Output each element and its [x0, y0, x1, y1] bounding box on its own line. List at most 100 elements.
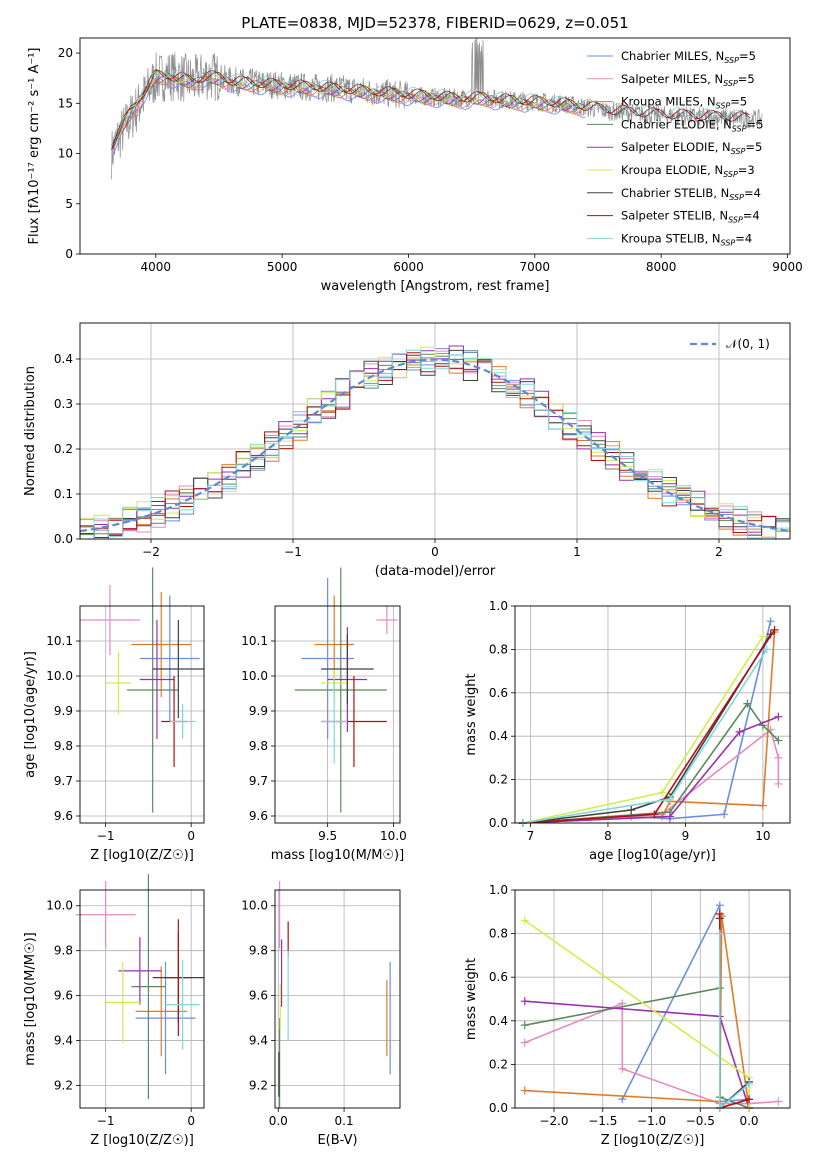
y-tick-label: 0.0 — [54, 532, 73, 546]
weight-marker — [774, 712, 783, 721]
y-tick-label: 0.4 — [54, 352, 73, 366]
weight-marker — [774, 1097, 783, 1106]
axes-frame — [79, 889, 205, 1109]
axes-frame — [79, 37, 791, 255]
x-tick-label: 7 — [527, 829, 535, 843]
y-tick-label: 0.4 — [489, 729, 508, 743]
legend-label: Kroupa STELIB, NSSP=4 — [621, 231, 752, 247]
figure-title: PLATE=0838, MJD=52378, FIBERID=0629, z=0… — [241, 14, 628, 32]
y-tick-label: 9.4 — [54, 1034, 73, 1048]
x-tick-label: 8000 — [646, 260, 677, 274]
y-tick-label: 15 — [58, 96, 73, 110]
weight-marker — [745, 1080, 754, 1089]
y-axis-label: mass [log10(M/M☉)] — [23, 932, 38, 1065]
y-axis-label: Flux [fλ10⁻¹⁷ erg cm⁻² s⁻¹ A⁻¹] — [27, 48, 42, 245]
model-spectrum-5 — [111, 71, 586, 148]
x-tick-label: 0 — [187, 1114, 195, 1128]
y-tick-label: 0.2 — [54, 442, 73, 456]
legend-label: Chabrier ELODIE, NSSP=5 — [621, 117, 763, 133]
x-axis-label: mass [log10(M/M☉)] — [271, 848, 404, 863]
legend-label: Salpeter STELIB, NSSP=4 — [621, 209, 760, 225]
y-tick-label: 0.1 — [54, 487, 73, 501]
x-tick-label: −1 — [284, 545, 302, 559]
y-tick-label: 0.4 — [489, 1014, 508, 1028]
x-tick-label: 0 — [431, 545, 439, 559]
x-axis-label: Z [log10(Z/Z☉)] — [601, 1133, 705, 1148]
spectrum-lines — [111, 38, 763, 180]
legend-label: Salpeter MILES, NSSP=5 — [621, 72, 755, 88]
x-tick-label: 0.0 — [739, 1114, 758, 1128]
weight-marker — [720, 810, 729, 819]
weight-marker — [618, 1064, 627, 1073]
y-axis-label: mass weight — [464, 958, 479, 1040]
y-tick-label: 0.0 — [489, 1101, 508, 1115]
x-tick-label: 9.5 — [318, 829, 337, 843]
y-tick-label: 10.0 — [46, 669, 73, 683]
x-tick-label: −2.0 — [539, 1114, 568, 1128]
y-tick-label: 0.0 — [489, 816, 508, 830]
weight-marker — [520, 997, 529, 1006]
weight-marker — [520, 1038, 529, 1047]
y-tick-label: 9.9 — [249, 704, 268, 718]
x-axis-label: Z [log10(Z/Z☉)] — [90, 1133, 194, 1148]
y-tick-label: 9.8 — [249, 739, 268, 753]
weight-marker — [774, 736, 783, 745]
weight-vs-age-panel: 7 8 9 10 0.0 0.2 0.4 0.6 0.8 1.0 age [log10(age/yr… — [464, 599, 791, 863]
x-tick-label: 9000 — [772, 260, 803, 274]
weight-marker — [735, 727, 744, 736]
x-tick-label: 2 — [715, 545, 723, 559]
y-tick-label: 0.6 — [489, 970, 508, 984]
axes-frame — [79, 605, 205, 824]
y-tick-label: 9.8 — [54, 739, 73, 753]
y-tick-label: 0.3 — [54, 397, 73, 411]
x-tick-label: 8 — [604, 829, 612, 843]
x-tick-label: 10 — [755, 829, 770, 843]
weight-marker — [774, 753, 783, 762]
x-tick-label: 9 — [682, 829, 690, 843]
weight-marker — [715, 901, 724, 910]
y-tick-label: 1.0 — [489, 883, 508, 897]
x-axis-label: age [log10(age/yr)] — [589, 848, 716, 863]
y-tick-label: 0.2 — [489, 773, 508, 787]
x-axis-label: Z [log10(Z/Z☉)] — [90, 848, 194, 863]
y-tick-label: 9.4 — [249, 1034, 268, 1048]
weight-marker — [627, 805, 636, 814]
y-tick-label: 0 — [65, 247, 73, 261]
x-axis-label: E(B-V) — [317, 1133, 357, 1148]
weight-line-6 — [522, 633, 772, 824]
weight-marker — [650, 810, 659, 819]
legend-label: Kroupa ELODIE, NSSP=3 — [621, 163, 755, 179]
x-tick-label: 5000 — [267, 260, 298, 274]
residuals-panel: −2 −1 0 1 2 0.0 0.1 0.2 0.3 0.4 (data-model)/error… — [23, 322, 791, 579]
legend-label: Kroupa MILES, NSSP=5 — [621, 95, 747, 111]
x-tick-label: 0 — [187, 829, 195, 843]
y-tick-label: 9.6 — [54, 989, 73, 1003]
weight-marker — [520, 916, 529, 925]
x-tick-label: 4000 — [141, 260, 172, 274]
axes-frame — [514, 889, 791, 1109]
weight-marker — [774, 779, 783, 788]
weight-marker — [745, 1095, 754, 1104]
observed-spectrum — [111, 38, 763, 180]
normal-curve — [80, 358, 790, 533]
age-vs-z-panel: −1 0 9.6 9.7 9.8 9.9 10.0 10.1 Z [log10(Z/Z☉)] ag… — [23, 567, 205, 863]
weight-line-2 — [524, 916, 750, 1109]
y-tick-label: 5 — [65, 197, 73, 211]
weight-marker — [665, 795, 674, 804]
x-tick-label: −2 — [142, 545, 160, 559]
y-tick-label: 10.0 — [241, 899, 268, 913]
y-tick-label: 0.8 — [489, 642, 508, 656]
weight-marker — [665, 812, 674, 821]
axes-frame — [274, 889, 401, 1109]
y-tick-label: 9.6 — [249, 989, 268, 1003]
y-tick-label: 9.8 — [249, 944, 268, 958]
spectrum-panel: 4000 5000 6000 7000 8000 9000 0 5 10 15 20 waveleng… — [27, 37, 803, 294]
x-tick-label: 10.0 — [380, 829, 407, 843]
x-tick-label: −1.5 — [588, 1114, 617, 1128]
y-tick-label: 9.2 — [54, 1079, 73, 1093]
weight-marker — [758, 801, 767, 810]
x-tick-label: −1 — [97, 829, 115, 843]
y-axis-label: mass weight — [464, 673, 479, 755]
y-tick-label: 9.7 — [54, 774, 73, 788]
